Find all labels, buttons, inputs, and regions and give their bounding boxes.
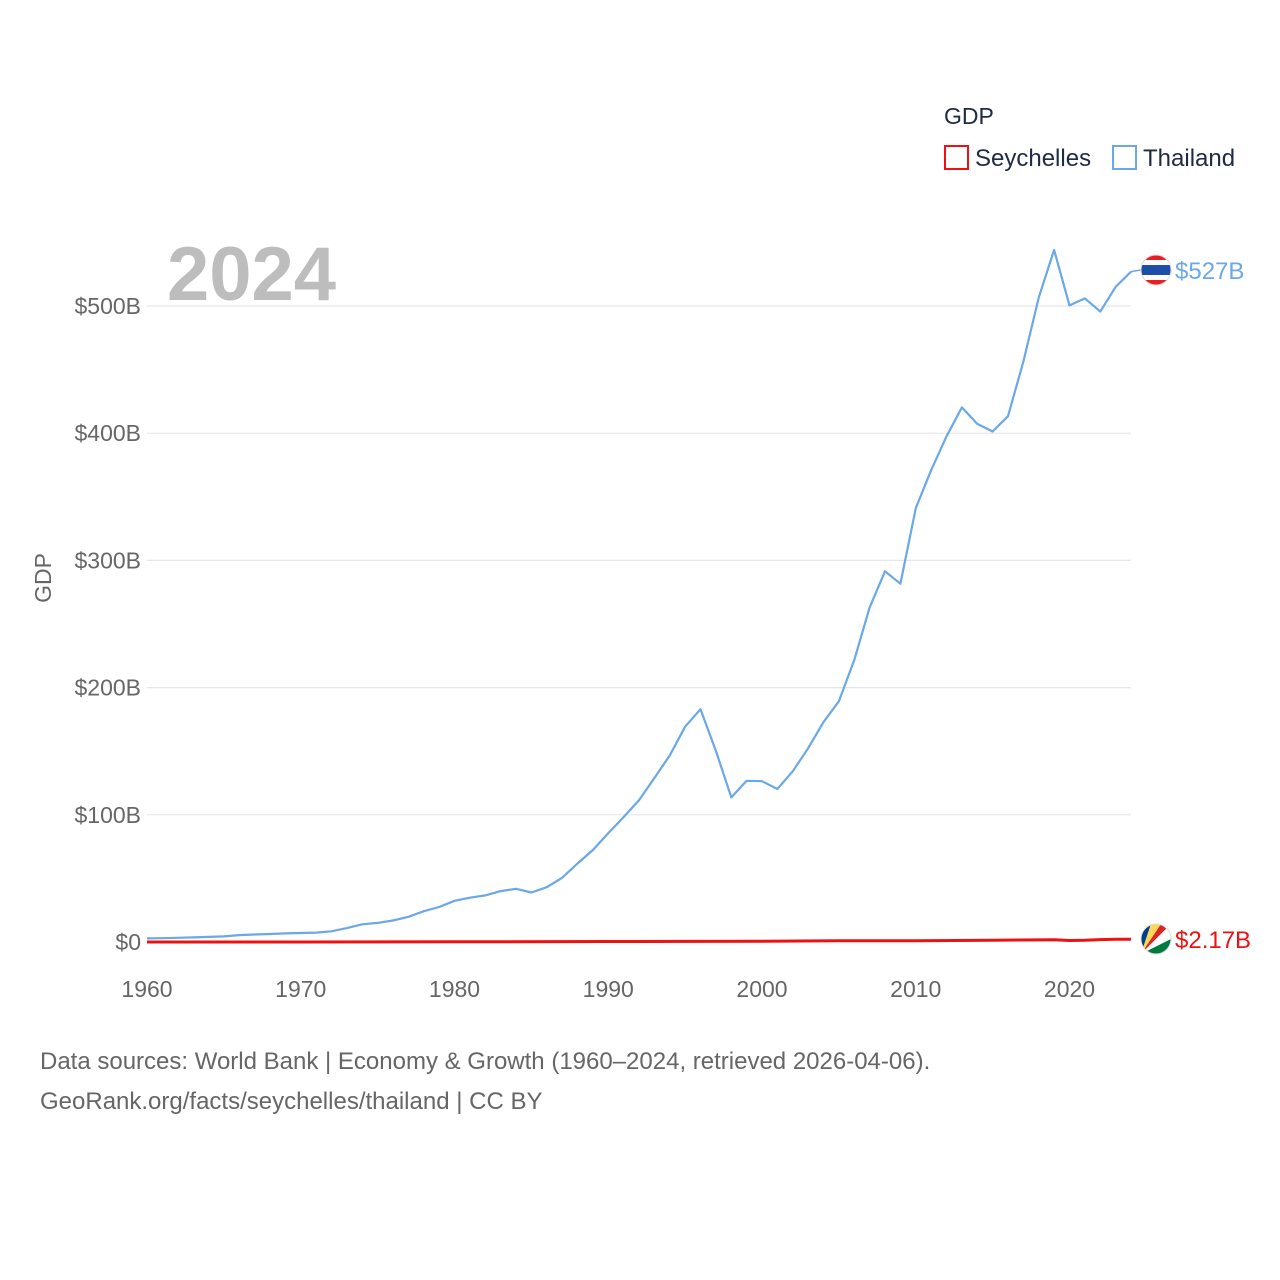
- x-tick-label: 2000: [736, 976, 787, 1002]
- grid-lines: [147, 305, 1131, 816]
- x-tick-label: 1980: [429, 976, 480, 1002]
- y-axis-title: GDP: [30, 553, 56, 603]
- y-tick-label: $100B: [74, 802, 141, 828]
- end-value-label-thailand: $527B: [1175, 258, 1244, 285]
- x-tick-label: 1970: [275, 976, 326, 1002]
- x-tick-label: 2020: [1044, 976, 1095, 1002]
- series-line-seychelles[interactable]: [147, 937, 1132, 944]
- y-tick-label: $500B: [74, 293, 141, 319]
- seychelles-flag-icon: [1140, 923, 1172, 955]
- source-line-data: Data sources: World Bank | Economy & Gro…: [40, 1048, 931, 1075]
- legend: GDP Seychelles Thailand: [944, 103, 1235, 172]
- source-line-link[interactable]: GeoRank.org/facts/seychelles/thailand | …: [40, 1088, 543, 1115]
- series-lines: [146, 248, 1132, 944]
- x-tick-label: 2010: [890, 976, 941, 1002]
- y-axis-ticks: $0 $100B $200B $300B $400B $500B: [74, 293, 141, 955]
- legend-swatch-thailand[interactable]: [1112, 145, 1137, 170]
- series-line-thailand[interactable]: [146, 248, 1132, 940]
- x-axis-ticks: 1960 1970 1980 1990 2000 2010 2020: [121, 976, 1095, 1002]
- legend-swatch-seychelles[interactable]: [944, 145, 969, 170]
- x-tick-label: 1960: [121, 976, 172, 1002]
- x-tick-label: 1990: [583, 976, 634, 1002]
- y-tick-label: $300B: [74, 547, 141, 573]
- year-label: 2024: [167, 232, 336, 317]
- y-tick-label: $0: [115, 929, 141, 955]
- source-note: Data sources: World Bank | Economy & Gro…: [40, 1042, 930, 1122]
- end-markers: $2.17B $527B: [1130, 254, 1251, 955]
- gdp-line-chart: $0 $100B $200B $300B $400B $500B 1960 1970 1980…: [30, 103, 1251, 1002]
- end-value-label-seychelles: $2.17B: [1175, 927, 1251, 954]
- legend-label-seychelles[interactable]: Seychelles: [975, 145, 1091, 172]
- thailand-flag-icon: [1140, 254, 1172, 286]
- y-tick-label: $400B: [74, 420, 141, 446]
- y-tick-label: $200B: [74, 675, 141, 701]
- end-connector: [1130, 269, 1142, 273]
- legend-title: GDP: [944, 103, 994, 129]
- legend-label-thailand[interactable]: Thailand: [1143, 145, 1235, 172]
